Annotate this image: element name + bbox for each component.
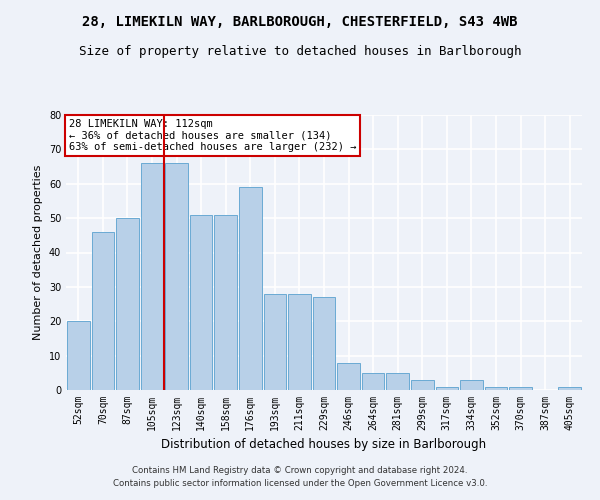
Bar	[411, 380, 434, 390]
Y-axis label: Number of detached properties: Number of detached properties	[33, 165, 43, 340]
Text: Contains HM Land Registry data © Crown copyright and database right 2024.
Contai: Contains HM Land Registry data © Crown c…	[113, 466, 487, 487]
Bar	[460, 380, 483, 390]
Bar	[559, 386, 581, 390]
Bar	[436, 386, 458, 390]
Bar	[92, 232, 114, 390]
Bar	[337, 362, 360, 390]
Bar	[190, 214, 212, 390]
X-axis label: Distribution of detached houses by size in Barlborough: Distribution of detached houses by size …	[161, 438, 487, 452]
Bar	[67, 322, 89, 390]
Bar	[362, 373, 385, 390]
Bar	[263, 294, 286, 390]
Text: 28, LIMEKILN WAY, BARLBOROUGH, CHESTERFIELD, S43 4WB: 28, LIMEKILN WAY, BARLBOROUGH, CHESTERFI…	[82, 15, 518, 29]
Bar	[288, 294, 311, 390]
Bar	[214, 214, 237, 390]
Bar	[485, 386, 508, 390]
Bar	[313, 297, 335, 390]
Bar	[386, 373, 409, 390]
Text: 28 LIMEKILN WAY: 112sqm
← 36% of detached houses are smaller (134)
63% of semi-d: 28 LIMEKILN WAY: 112sqm ← 36% of detache…	[68, 119, 356, 152]
Bar	[165, 163, 188, 390]
Bar	[509, 386, 532, 390]
Bar	[140, 163, 163, 390]
Text: Size of property relative to detached houses in Barlborough: Size of property relative to detached ho…	[79, 45, 521, 58]
Bar	[116, 218, 139, 390]
Bar	[239, 187, 262, 390]
